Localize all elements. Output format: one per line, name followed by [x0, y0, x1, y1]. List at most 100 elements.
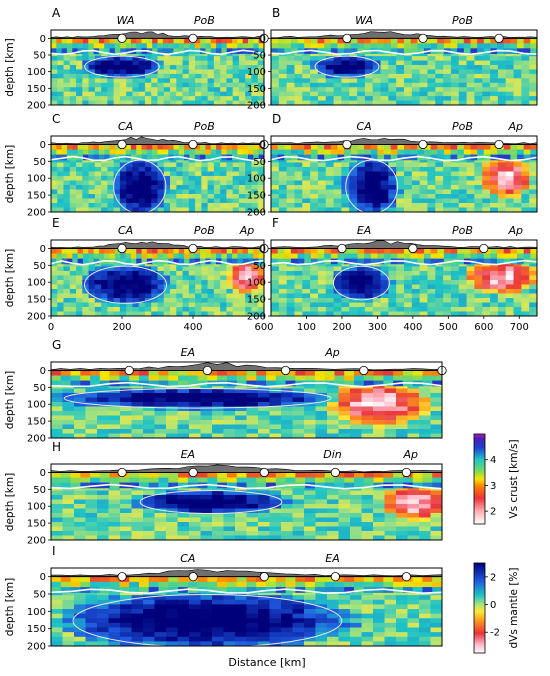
mantle-cell	[251, 270, 259, 277]
mantle-cell	[505, 284, 515, 290]
mantle-cell	[304, 415, 317, 421]
mantle-cell	[529, 297, 537, 304]
mantle-cell	[85, 609, 98, 615]
mantle-cell	[338, 517, 351, 523]
mantle-cell	[131, 485, 144, 492]
mantle-cell	[325, 180, 335, 186]
mantle-cell	[245, 171, 253, 177]
crust-cell	[423, 43, 432, 49]
mantle-cell	[200, 604, 213, 610]
mantle-cell	[94, 73, 102, 79]
crust-cell	[205, 43, 212, 49]
mantle-cell	[74, 419, 87, 426]
mantle-cell	[163, 193, 171, 200]
mantle-cell	[166, 609, 179, 615]
mantle-cell	[82, 157, 90, 164]
mantle-cell	[151, 78, 159, 84]
mantle-cell	[294, 302, 303, 308]
mantle-cell	[269, 508, 282, 514]
mantle-cell	[212, 609, 225, 615]
mantle-cell	[235, 535, 248, 540]
mantle-cell	[238, 284, 246, 290]
mantle-cell	[373, 392, 386, 399]
mantle-cell	[325, 302, 335, 308]
mantle-cell	[220, 202, 228, 209]
distance-marker	[124, 365, 134, 376]
mantle-cell	[310, 51, 319, 57]
mantle-cell	[113, 193, 121, 200]
crust-cell	[470, 149, 478, 156]
mantle-cell	[474, 293, 483, 299]
crust-cell	[422, 576, 433, 583]
mantle-cell	[419, 275, 429, 281]
crust-cell	[350, 258, 359, 265]
mantle-cell	[419, 526, 432, 532]
mantle-cell	[151, 184, 159, 191]
mantle-cell	[74, 415, 87, 421]
mantle-cell	[292, 517, 305, 523]
mantle-cell	[361, 627, 374, 633]
y-tick-label: 50	[33, 383, 46, 394]
mantle-cell	[232, 157, 240, 164]
crust-cell	[397, 38, 405, 44]
crust-cell	[226, 253, 233, 260]
crust-cell	[297, 253, 305, 260]
crust-cell	[104, 253, 111, 260]
mantle-cell	[232, 293, 240, 299]
mantle-cell	[505, 69, 515, 75]
mantle-cell	[74, 517, 87, 523]
mantle-cell	[108, 397, 121, 403]
mantle-cell	[294, 175, 303, 182]
mantle-cell	[341, 284, 350, 290]
crust-cell	[350, 48, 359, 54]
mantle-cell	[505, 297, 515, 304]
mantle-cell	[497, 311, 507, 316]
mantle-cell	[458, 69, 468, 75]
mantle-cell	[315, 415, 328, 421]
mantle-cell	[278, 275, 288, 281]
crust-cell	[310, 248, 319, 255]
mantle-cell	[325, 297, 335, 304]
mantle-cell	[97, 526, 110, 532]
mantle-cell	[310, 65, 319, 71]
mantle-cell	[200, 526, 213, 532]
crust-cell	[104, 149, 111, 156]
crust-cell	[51, 248, 57, 255]
crust-cell	[232, 43, 238, 49]
mantle-cell	[396, 632, 409, 638]
crust-cell	[138, 581, 150, 588]
mantle-cell	[85, 433, 98, 438]
mantle-cell	[388, 293, 397, 299]
mantle-cell	[154, 494, 167, 501]
mantle-cell	[226, 311, 234, 316]
crust-cell	[141, 253, 148, 260]
mantle-cell	[101, 279, 108, 286]
mantle-cell	[131, 512, 144, 519]
mantle-cell	[411, 311, 421, 316]
mantle-cell	[380, 175, 389, 182]
mantle-cell	[327, 632, 340, 638]
crust-cell	[284, 149, 292, 156]
mantle-cell	[341, 60, 350, 66]
mantle-cell	[144, 198, 152, 204]
crust-cell	[246, 576, 257, 583]
crust-cell	[60, 477, 72, 484]
mantle-cell	[443, 293, 452, 299]
mantle-cell	[251, 184, 259, 191]
crust-cell	[432, 477, 442, 484]
mantle-cell	[235, 392, 248, 399]
crust-cell	[173, 253, 180, 260]
mantle-cell	[257, 279, 264, 286]
mantle-cell	[131, 517, 144, 523]
mantle-cell	[396, 526, 409, 532]
mantle-cell	[349, 193, 358, 200]
mantle-cell	[490, 297, 499, 304]
mantle-cell	[226, 306, 234, 313]
mantle-cell	[245, 56, 253, 62]
mantle-cell	[223, 410, 236, 417]
mantle-cell	[182, 275, 190, 281]
mantle-cell	[466, 202, 476, 209]
mantle-cell	[292, 494, 305, 501]
mantle-cell	[212, 401, 225, 408]
mantle-cell	[76, 266, 83, 272]
